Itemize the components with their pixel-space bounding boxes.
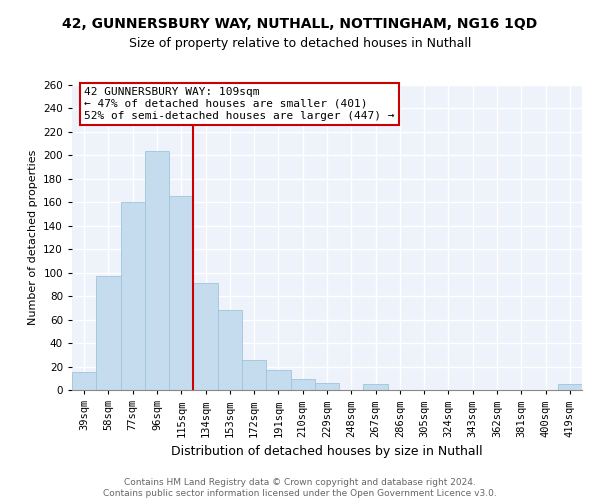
Bar bbox=[266, 370, 290, 390]
Text: Size of property relative to detached houses in Nuthall: Size of property relative to detached ho… bbox=[129, 38, 471, 51]
Bar bbox=[558, 384, 582, 390]
Bar bbox=[315, 383, 339, 390]
Y-axis label: Number of detached properties: Number of detached properties bbox=[28, 150, 38, 325]
Bar bbox=[290, 380, 315, 390]
Text: 42 GUNNERSBURY WAY: 109sqm
← 47% of detached houses are smaller (401)
52% of sem: 42 GUNNERSBURY WAY: 109sqm ← 47% of deta… bbox=[84, 88, 395, 120]
Bar bbox=[169, 196, 193, 390]
Bar bbox=[364, 384, 388, 390]
X-axis label: Distribution of detached houses by size in Nuthall: Distribution of detached houses by size … bbox=[171, 445, 483, 458]
Bar bbox=[242, 360, 266, 390]
Bar bbox=[193, 283, 218, 390]
Bar bbox=[218, 310, 242, 390]
Bar bbox=[72, 372, 96, 390]
Text: Contains HM Land Registry data © Crown copyright and database right 2024.
Contai: Contains HM Land Registry data © Crown c… bbox=[103, 478, 497, 498]
Text: 42, GUNNERSBURY WAY, NUTHALL, NOTTINGHAM, NG16 1QD: 42, GUNNERSBURY WAY, NUTHALL, NOTTINGHAM… bbox=[62, 18, 538, 32]
Bar bbox=[96, 276, 121, 390]
Bar bbox=[121, 202, 145, 390]
Bar bbox=[145, 150, 169, 390]
